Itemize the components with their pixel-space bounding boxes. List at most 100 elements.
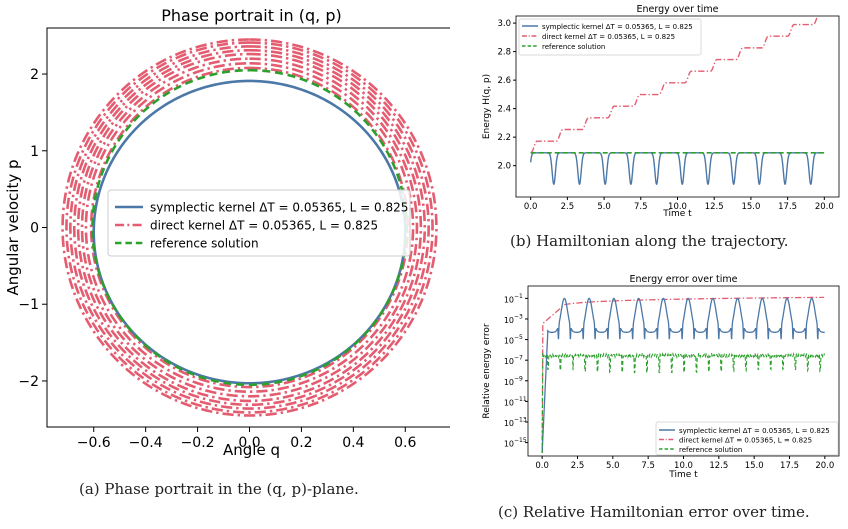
- error-xtick-label-5: 12.5: [709, 461, 728, 471]
- error-xtick-label-0: 0.0: [535, 461, 549, 471]
- error-legend-label-0: symplectic kernel ΔT = 0.05365, L = 0.82…: [679, 427, 830, 435]
- energy-ytick-label-2: 2.4: [497, 105, 511, 115]
- energy-ytick-label-4: 2.8: [497, 48, 511, 58]
- energy-ytick-label-1: 2.2: [497, 133, 511, 143]
- error-xtick-label-3: 7.5: [641, 461, 655, 471]
- energy-series-direct: [530, 16, 819, 154]
- error-legend-box: [655, 421, 839, 456]
- caption-phase: (a) Phase portrait in the (q, p)-plane.: [79, 480, 359, 498]
- phase-series-1-loop-4: [72, 48, 427, 407]
- error-ytick-exponent-5: −11: [514, 396, 527, 403]
- error-ylabel: Relative energy error: [482, 323, 492, 418]
- phase-ytick-label-3: 1: [30, 144, 39, 160]
- phase-ytick-label-0: −2: [18, 374, 39, 390]
- energy-plot-area: [529, 16, 825, 185]
- phase-xtick-label-4: 0.2: [290, 435, 312, 451]
- plot-area: [61, 38, 438, 417]
- energy-title: Energy over time: [637, 4, 719, 15]
- caption-error: (c) Relative Hamiltonian error over time…: [498, 503, 810, 521]
- error-ytick-exponent-0: −1: [514, 293, 523, 300]
- phase-xtick-label-1: −0.4: [129, 435, 163, 451]
- energy-ytick-label-3: 2.6: [497, 76, 511, 86]
- phase-series-2-loop-0: [91, 68, 408, 387]
- phase-series-1-loop-7: [61, 38, 438, 417]
- energy-error-chart: 0.0 2.5 5.0 7.5 10.0 12.5 15.0 17.5 20.010−110−3…: [482, 274, 840, 480]
- energy-ytick-label-5: 3.0: [497, 19, 511, 29]
- error-xtick-label-8: 20.0: [815, 461, 834, 471]
- phase-series-1-loop-0: [89, 66, 410, 389]
- caption-energy: (b) Hamiltonian along the trajectory.: [510, 232, 789, 250]
- energy-legend-label-1: direct kernel ΔT = 0.05365, L = 0.825: [542, 33, 675, 41]
- error-xlabel: Time t: [668, 470, 698, 480]
- error-ytick-label-6: 10: [504, 419, 514, 428]
- error-ytick-exponent-6: −13: [514, 417, 527, 424]
- error-xtick-label-6: 15.0: [745, 461, 764, 471]
- error-legend: symplectic kernel ΔT = 0.05365, L = 0.82…: [655, 421, 839, 456]
- error-series-symplectic: [541, 297, 825, 453]
- error-ytick-label-4: 10: [504, 378, 514, 387]
- phase-xlabel: Angle q: [223, 441, 280, 459]
- error-xtick-label-7: 17.5: [780, 461, 799, 471]
- energy-legend-label-2: reference solution: [542, 43, 605, 51]
- energy-xtick-label-0: 0.0: [524, 202, 538, 212]
- error-xtick-label-2: 5.0: [606, 461, 620, 471]
- energy-chart: 0.0 2.5 5.0 7.5 10.0 12.5 15.0 17.5 20.0 2.0 2.2 2.…: [482, 4, 840, 219]
- energy-legend-box: [518, 18, 702, 56]
- phase-series-1-loop-2: [80, 57, 419, 398]
- phase-xtick-label-6: 0.6: [394, 435, 416, 451]
- phase-legend-label-2: reference solution: [150, 237, 259, 251]
- energy-xtick-label-7: 17.5: [778, 202, 797, 212]
- energy-xtick-label-4: 10.0: [668, 202, 687, 212]
- error-ytick-label-7: 10: [504, 440, 514, 449]
- error-series-reference: [541, 351, 825, 453]
- energy-legend-label-0: symplectic kernel ΔT = 0.05365, L = 0.82…: [542, 23, 693, 31]
- energy-xtick-label-5: 12.5: [705, 202, 724, 212]
- phase-legend-box: [107, 189, 411, 257]
- energy-xlabel: Time t: [662, 209, 692, 219]
- error-ytick-exponent-2: −5: [514, 334, 523, 341]
- phase-series-1-loop-5: [69, 45, 430, 410]
- phase-legend: symplectic kernel ΔT = 0.05365, L = 0.82…: [107, 189, 411, 257]
- phase-legend-label-1: direct kernel ΔT = 0.05365, L = 0.825: [150, 219, 378, 233]
- energy-series-symplectic: [529, 152, 825, 185]
- error-ytick-label-2: 10: [504, 337, 514, 346]
- energy-xtick-label-6: 15.0: [741, 202, 760, 212]
- phase-ytick-label-2: 0: [30, 221, 39, 237]
- energy-legend: symplectic kernel ΔT = 0.05365, L = 0.82…: [518, 18, 702, 56]
- error-legend-label-1: direct kernel ΔT = 0.05365, L = 0.825: [679, 436, 812, 444]
- phase-series-1-loop-3: [76, 52, 423, 403]
- error-ytick-label-1: 10: [504, 316, 514, 325]
- error-ytick-exponent-1: −3: [514, 313, 523, 320]
- phase-xtick-label-5: 0.4: [342, 435, 364, 451]
- error-title: Energy error over time: [630, 274, 738, 285]
- energy-ytick-label-0: 2.0: [497, 162, 511, 172]
- error-xtick-label-4: 10.0: [674, 461, 693, 471]
- phase-ylabel: Angular velocity p: [4, 159, 22, 295]
- energy-ylabel: Energy H(q, p): [482, 74, 492, 139]
- phase-ytick-label-4: 2: [30, 67, 39, 83]
- phase-portrait-chart: −0.6 −0.4 −0.2 0.0 0.2 0.4 0.6 −2 −1 0 1 2 Phase por…: [4, 6, 450, 459]
- energy-xtick-label-8: 20.0: [815, 202, 834, 212]
- error-plot-area: [541, 296, 825, 453]
- energy-xtick-label-1: 2.5: [561, 202, 575, 212]
- phase-legend-label-0: symplectic kernel ΔT = 0.05365, L = 0.82…: [150, 201, 408, 215]
- error-ytick-label-0: 10: [504, 295, 514, 304]
- phase-xtick-label-2: −0.2: [181, 435, 215, 451]
- phase-xtick-label-0: −0.6: [77, 435, 111, 451]
- phase-series-1-loop-1: [84, 61, 415, 394]
- error-xtick-label-1: 2.5: [571, 461, 585, 471]
- phase-title: Phase portrait in (q, p): [161, 6, 341, 25]
- error-legend-label-2: reference solution: [679, 446, 742, 454]
- phase-ytick-label-1: −1: [18, 297, 39, 313]
- energy-xtick-label-3: 7.5: [634, 202, 648, 212]
- error-ytick-exponent-3: −7: [514, 355, 523, 362]
- phase-xtick-label-3: 0.0: [238, 435, 260, 451]
- error-ytick-label-3: 10: [504, 357, 514, 366]
- energy-xtick-label-2: 5.0: [597, 202, 611, 212]
- error-ytick-exponent-7: −15: [514, 437, 527, 444]
- error-ytick-exponent-4: −9: [514, 375, 523, 382]
- error-series-direct: [541, 296, 825, 453]
- phase-series-1-loop-6: [65, 41, 434, 414]
- error-ytick-label-5: 10: [504, 398, 514, 407]
- phase-series-0-loop-0: [92, 79, 407, 385]
